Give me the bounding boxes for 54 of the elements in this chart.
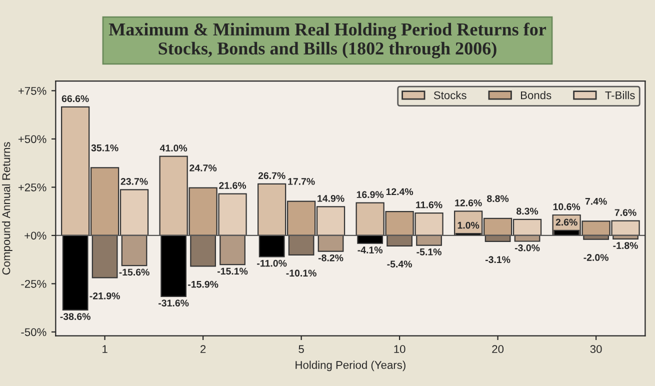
data-label: 24.7% (190, 164, 217, 172)
data-label: -8.2% (318, 254, 344, 262)
data-label: -4.1% (358, 246, 383, 254)
y-tick-label: +50% (18, 135, 46, 144)
y-tick-label: +0% (24, 232, 46, 240)
data-label: -10.1% (286, 270, 316, 277)
data-label: 14.9% (318, 195, 344, 202)
data-label: -15.9% (188, 280, 218, 288)
x-tick-label: 20 (492, 345, 504, 354)
legend-label: Stocks (434, 91, 466, 100)
data-label: -11.0% (257, 260, 287, 267)
data-label: 16.9% (356, 191, 384, 198)
data-label: -38.6% (60, 313, 90, 320)
data-label: 1.0% (458, 222, 480, 229)
x-tick-label: 30 (590, 345, 602, 354)
data-label: 11.6% (416, 201, 442, 208)
x-axis-title: Holding Period (Years) (296, 360, 406, 372)
data-label: -2.0% (584, 254, 608, 261)
data-label: 66.6% (62, 95, 89, 102)
data-label: 10.6% (553, 203, 580, 210)
data-label: 26.7% (258, 172, 286, 180)
y-tick-label: +75% (18, 87, 46, 95)
data-label: 8.3% (516, 208, 538, 215)
y-tick-label: +25% (18, 183, 46, 192)
y-axis-title: Compound Annual Returns (2, 142, 12, 275)
data-label: -5.4% (387, 260, 412, 268)
data-label: 2.6% (556, 218, 578, 226)
data-label: -15.6% (119, 268, 150, 276)
data-label: -15.1% (218, 268, 248, 275)
data-label: 41.0% (160, 144, 188, 152)
legend-label: T-Bills (605, 91, 635, 100)
data-label: 12.4% (386, 188, 414, 196)
x-tick-label: 5 (298, 345, 304, 354)
data-label: 12.6% (455, 199, 482, 206)
x-tick-label: 1 (102, 345, 108, 353)
x-tick-label: 2 (200, 345, 206, 353)
data-label: -1.8% (613, 242, 638, 249)
data-label: 8.8% (487, 195, 509, 202)
data-label: -5.1% (416, 248, 442, 256)
data-label: -31.6% (158, 300, 189, 306)
x-tick-label: 10 (394, 345, 406, 354)
y-tick-label: -50% (21, 328, 46, 336)
data-label: -21.9% (90, 292, 120, 300)
data-label: 21.6% (219, 182, 246, 189)
data-label: 35.1% (91, 144, 118, 152)
legend-label: Bonds (521, 91, 552, 100)
y-tick-label: -25% (21, 280, 46, 288)
data-label: -3.0% (514, 244, 540, 252)
data-label: 17.7% (288, 178, 315, 185)
data-label: -3.1% (485, 256, 510, 264)
data-label: 7.4% (585, 198, 607, 205)
chart-title: Maximum & Minimum Real Holding Period Returns for Stocks, Bonds and Bills (1802 through 2006) (108, 22, 546, 58)
data-label: 23.7% (120, 178, 148, 185)
data-label: 7.6% (614, 209, 636, 216)
